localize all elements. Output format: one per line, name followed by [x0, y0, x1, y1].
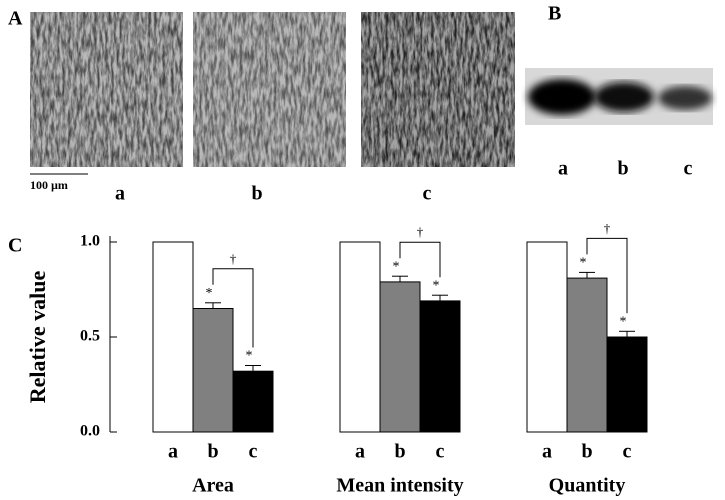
lane-label: a: [558, 158, 568, 180]
scale-label: 100 µm: [30, 178, 68, 192]
y-tick-label: 1.0: [80, 233, 100, 250]
series-label: a: [168, 441, 178, 463]
texture: [30, 12, 183, 167]
bar: [566, 277, 608, 433]
texture: [361, 12, 515, 167]
y-tick-label: 0.5: [80, 328, 100, 345]
category-label: Area: [192, 475, 234, 497]
significance-mark: *: [246, 349, 253, 364]
comparison-mark: †: [604, 220, 611, 235]
series-label: c: [436, 441, 445, 463]
significance-mark: *: [620, 315, 627, 330]
bar: [232, 370, 274, 433]
series-label: b: [394, 441, 405, 463]
series-label: b: [207, 441, 218, 463]
band: [528, 79, 596, 115]
comparison-mark: †: [417, 224, 424, 239]
image-label: a: [115, 183, 125, 205]
series-label: a: [542, 441, 552, 463]
significance-mark: *: [433, 278, 440, 293]
band: [594, 82, 654, 112]
comparison-bracket: [586, 237, 628, 314]
bar: [339, 241, 381, 433]
bar: [379, 281, 421, 433]
category-label: Mean intensity: [336, 475, 463, 497]
blot: [525, 68, 713, 125]
bar: [606, 336, 648, 433]
bar: [526, 241, 568, 433]
panel-label: A: [8, 8, 23, 30]
panel-label: C: [8, 235, 22, 257]
series-label: c: [249, 441, 258, 463]
comparison-bracket: [399, 241, 441, 278]
lane-label: b: [617, 158, 628, 180]
band: [658, 86, 712, 110]
bar: [192, 308, 234, 433]
category-label: Quantity: [549, 475, 626, 497]
micrographs: [30, 12, 515, 167]
comparison-bracket: [212, 268, 254, 348]
texture: [193, 12, 346, 167]
bar: [152, 241, 194, 433]
significance-mark: *: [580, 256, 587, 271]
lane-label: c: [684, 158, 693, 180]
series-label: c: [623, 441, 632, 463]
series-label: a: [355, 441, 365, 463]
significance-mark: *: [393, 259, 400, 274]
series-label: b: [581, 441, 592, 463]
y-axis-label: Relative value: [25, 270, 50, 403]
image-label: c: [423, 183, 432, 205]
image-label: b: [251, 183, 262, 205]
panel-label: B: [548, 3, 561, 25]
comparison-mark: †: [230, 251, 237, 266]
y-tick-label: 0.0: [80, 423, 100, 440]
significance-mark: *: [206, 286, 213, 301]
bar: [419, 300, 461, 433]
